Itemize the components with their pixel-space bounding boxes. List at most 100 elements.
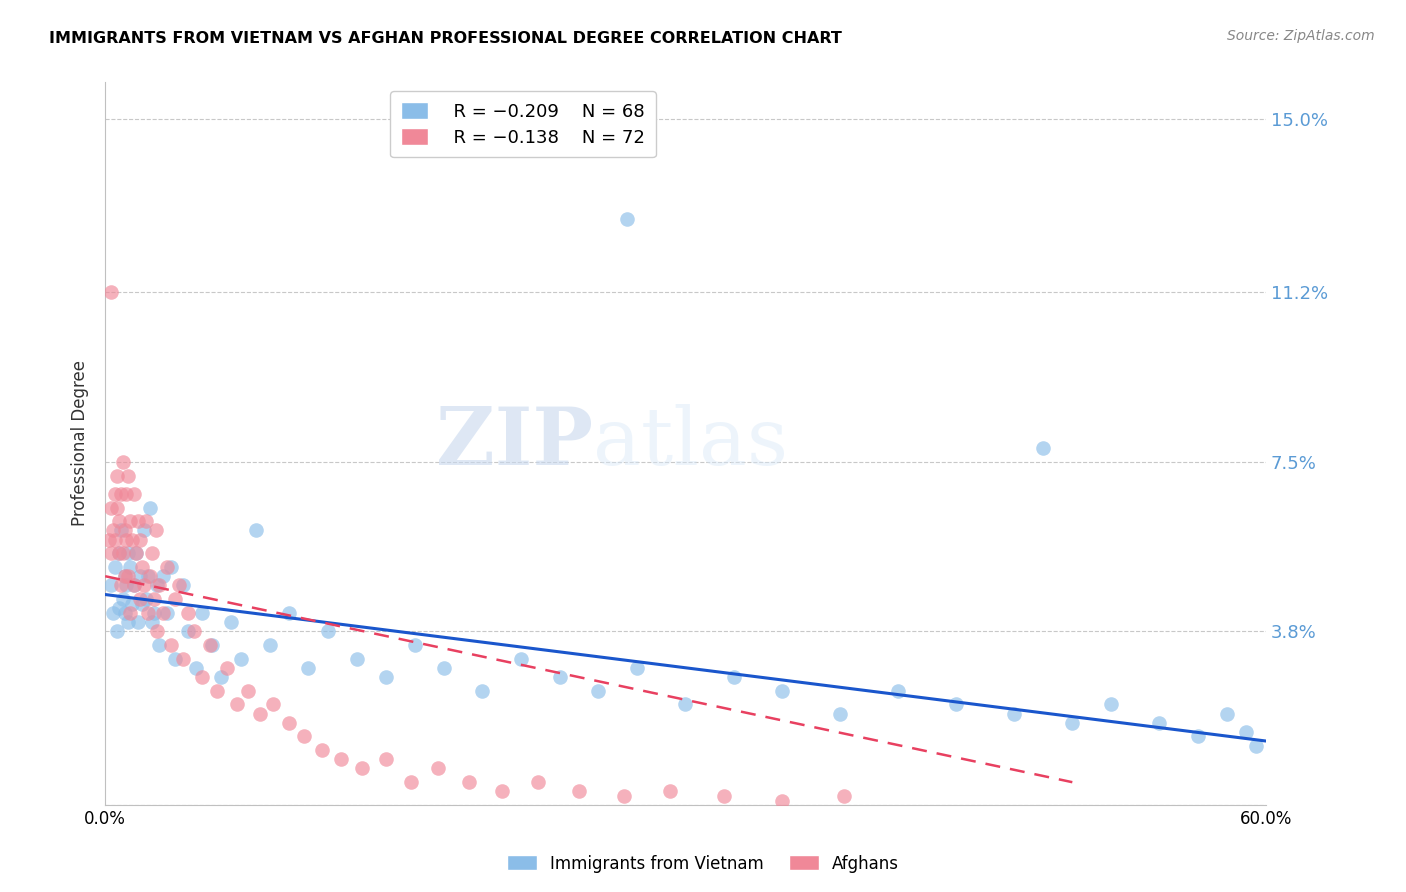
Point — [887, 683, 910, 698]
Point — [616, 212, 638, 227]
Point — [426, 762, 449, 776]
Point — [132, 524, 155, 538]
Point — [114, 524, 136, 538]
Point — [148, 578, 170, 592]
Point — [160, 638, 183, 652]
Point — [135, 592, 157, 607]
Point — [100, 578, 122, 592]
Point — [219, 615, 242, 629]
Point — [259, 638, 281, 652]
Point — [172, 578, 194, 592]
Point — [404, 638, 426, 652]
Point — [1149, 715, 1171, 730]
Point — [225, 698, 247, 712]
Point — [191, 670, 214, 684]
Point — [122, 578, 145, 592]
Point — [107, 601, 129, 615]
Point — [527, 775, 550, 789]
Point — [1234, 724, 1257, 739]
Text: IMMIGRANTS FROM VIETNAM VS AFGHAN PROFESSIONAL DEGREE CORRELATION CHART: IMMIGRANTS FROM VIETNAM VS AFGHAN PROFES… — [49, 31, 842, 46]
Point — [127, 615, 149, 629]
Point — [145, 524, 167, 538]
Point — [191, 606, 214, 620]
Point — [510, 651, 533, 665]
Point — [114, 606, 136, 620]
Point — [104, 487, 127, 501]
Point — [830, 706, 852, 721]
Point — [100, 546, 122, 560]
Point — [172, 651, 194, 665]
Point — [167, 578, 190, 592]
Point — [215, 661, 238, 675]
Point — [770, 683, 793, 698]
Point — [111, 455, 134, 469]
Point — [163, 651, 186, 665]
Point — [156, 606, 179, 620]
Point — [945, 698, 967, 712]
Point — [263, 698, 285, 712]
Point — [1244, 739, 1267, 753]
Point — [120, 606, 142, 620]
Point — [136, 569, 159, 583]
Point — [125, 546, 148, 560]
Point — [148, 638, 170, 652]
Point — [183, 624, 205, 639]
Point — [111, 546, 134, 560]
Point — [121, 533, 143, 547]
Point — [107, 546, 129, 560]
Point — [141, 546, 163, 560]
Point — [110, 487, 132, 501]
Point — [146, 624, 169, 639]
Point — [104, 560, 127, 574]
Point — [209, 670, 232, 684]
Point — [111, 592, 134, 607]
Point — [131, 597, 153, 611]
Point — [117, 546, 139, 560]
Point — [101, 524, 124, 538]
Point — [297, 661, 319, 675]
Point — [659, 784, 682, 798]
Point — [156, 560, 179, 574]
Y-axis label: Professional Degree: Professional Degree — [72, 360, 89, 526]
Point — [200, 638, 222, 652]
Point — [141, 615, 163, 629]
Point — [330, 752, 353, 766]
Point — [1099, 698, 1122, 712]
Point — [346, 651, 368, 665]
Point — [374, 670, 396, 684]
Point — [832, 789, 855, 803]
Point — [114, 569, 136, 583]
Point — [152, 606, 174, 620]
Point — [122, 487, 145, 501]
Point — [125, 546, 148, 560]
Point — [294, 730, 316, 744]
Point — [399, 775, 422, 789]
Legend:   R = −0.209    N = 68,   R = −0.138    N = 72: R = −0.209 N = 68, R = −0.138 N = 72 — [389, 91, 657, 157]
Point — [491, 784, 513, 798]
Point — [723, 670, 745, 684]
Legend: Immigrants from Vietnam, Afghans: Immigrants from Vietnam, Afghans — [501, 848, 905, 880]
Point — [568, 784, 591, 798]
Point — [249, 706, 271, 721]
Point — [352, 762, 374, 776]
Point — [184, 661, 207, 675]
Point — [245, 524, 267, 538]
Point — [131, 560, 153, 574]
Point — [229, 651, 252, 665]
Point — [135, 514, 157, 528]
Point — [278, 606, 301, 620]
Point — [311, 743, 333, 757]
Point — [1002, 706, 1025, 721]
Point — [152, 569, 174, 583]
Point — [104, 533, 127, 547]
Point — [132, 578, 155, 592]
Point — [136, 606, 159, 620]
Point — [163, 592, 186, 607]
Point — [110, 524, 132, 538]
Point — [105, 468, 128, 483]
Point — [177, 606, 200, 620]
Point — [117, 468, 139, 483]
Point — [120, 514, 142, 528]
Point — [115, 578, 138, 592]
Point — [105, 500, 128, 515]
